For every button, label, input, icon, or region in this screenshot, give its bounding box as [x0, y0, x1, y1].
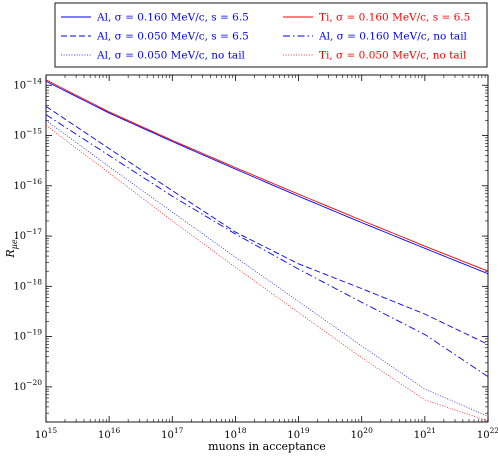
series-layer [45, 79, 489, 422]
y-tick-label: 10−14 [13, 76, 42, 91]
series-line-1 [45, 80, 489, 275]
legend-label: Al, σ = 0.160 MeV/c, s = 6.5 [96, 12, 249, 24]
axes-layer: 1015 1016 1017 1018 1019 1020 1021 1022 10−14 10−… [13, 75, 498, 441]
series-line-5 [45, 120, 489, 417]
y-tick-label: 10−16 [13, 177, 42, 192]
x-axis-title: muons in acceptance [208, 440, 326, 453]
x-tick-label: 1018 [224, 426, 247, 441]
x-tick-label: 1020 [351, 426, 374, 441]
legend-label: Al, σ = 0.050 MeV/c, s = 6.5 [96, 31, 249, 43]
y-tick-label: 10−18 [13, 277, 42, 292]
x-tick-label: 1022 [477, 426, 498, 441]
legend-label: Ti, σ = 0.160 MeV/c, s = 6.5 [319, 12, 470, 24]
legend: Al, σ = 0.160 MeV/c, s = 6.5 Al, σ = 0.05… [54, 2, 488, 68]
legend-label: Al, σ = 0.160 MeV/c, no tail [318, 31, 468, 43]
x-tick-label: 1017 [161, 426, 184, 441]
y-axis-title: Rμe [4, 239, 19, 258]
y-tick-label: 10−20 [13, 378, 42, 393]
y-tick-label: 10−19 [13, 328, 42, 343]
y-tick-label: 10−17 [13, 227, 42, 242]
x-tick-label: 1019 [287, 426, 310, 441]
legend-box [54, 2, 488, 68]
x-tick-label: 1021 [414, 426, 436, 441]
x-tick-label: 1015 [35, 426, 58, 441]
plot-area [45, 74, 489, 423]
x-tick-label: 1016 [98, 426, 121, 441]
y-axis-title-text: Rμe [4, 239, 19, 258]
series-line-6 [45, 124, 489, 422]
legend-label: Ti, σ = 0.050 MeV/c, no tail [319, 50, 467, 62]
series-line-2 [45, 79, 489, 272]
legend-label: Al, σ = 0.050 MeV/c, no tail [96, 50, 246, 62]
series-line-4 [45, 114, 489, 377]
plot-frame [45, 74, 489, 423]
y-tick-label: 10−15 [13, 127, 42, 142]
series-line-3 [45, 106, 489, 345]
